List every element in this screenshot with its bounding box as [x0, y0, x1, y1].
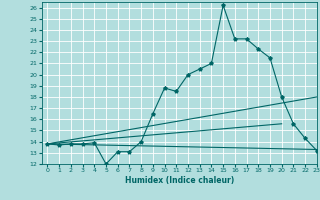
X-axis label: Humidex (Indice chaleur): Humidex (Indice chaleur) — [124, 176, 234, 185]
